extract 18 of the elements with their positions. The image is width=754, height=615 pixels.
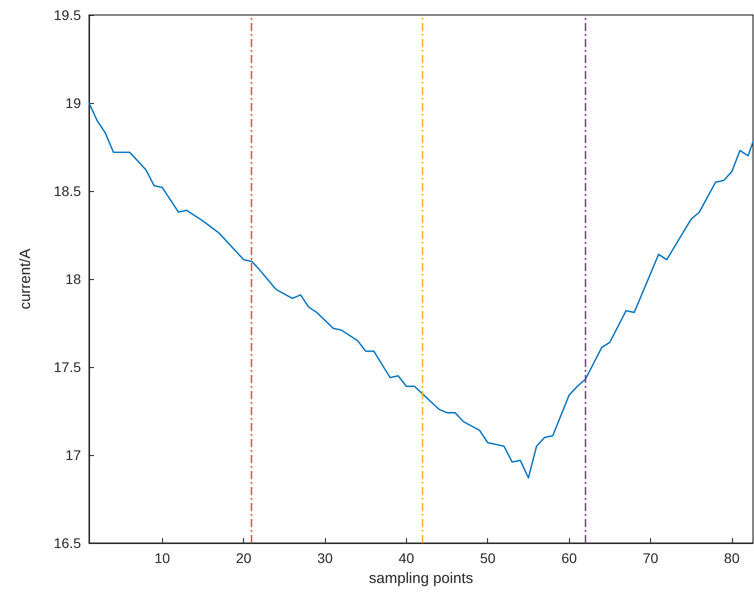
y-tick-label: 17.5 — [54, 359, 82, 375]
y-tick-label: 16.5 — [54, 535, 82, 551]
x-tick-label: 80 — [724, 550, 740, 566]
x-tick-label: 30 — [317, 550, 333, 566]
x-tick-label: 10 — [154, 550, 170, 566]
x-tick-label: 40 — [398, 550, 414, 566]
x-axis-title: sampling points — [368, 570, 474, 587]
y-tick-label: 18.5 — [54, 183, 82, 199]
y-tick-label: 19.5 — [54, 7, 82, 23]
y-tick-label: 17 — [65, 447, 82, 463]
x-tick-label: 20 — [236, 550, 252, 566]
y-tick-label: 19 — [65, 95, 82, 111]
x-tick-label: 70 — [642, 550, 658, 566]
y-axis-title: current/A — [17, 248, 34, 310]
x-tick-label: 60 — [561, 550, 578, 566]
x-tick-label: 50 — [480, 550, 496, 566]
line-series — [88, 102, 754, 479]
y-tick-label: 18 — [65, 271, 82, 287]
